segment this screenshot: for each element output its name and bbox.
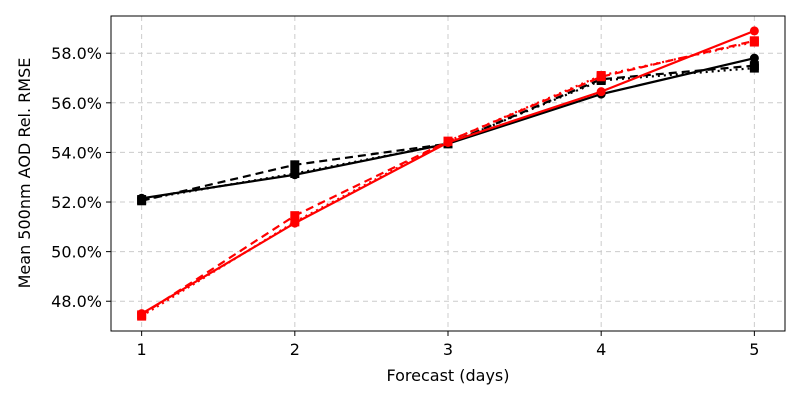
y-axis-label: Mean 500nm AOD Rel. RMSE [15,58,34,289]
series-line [141,64,755,202]
y-tick-label: 50.0% [51,243,102,262]
series-line [141,66,755,201]
grid-lines [111,16,785,331]
data-point [290,217,300,227]
x-tick-label: 1 [137,340,147,359]
y-tick-label: 48.0% [51,292,102,311]
data-point [596,87,606,97]
data-point [749,63,759,73]
data-point [749,26,759,36]
data-point [137,195,147,205]
x-axis-label: Forecast (days) [386,366,509,385]
x-tick-label: 2 [290,340,300,359]
y-tick-label: 54.0% [51,143,102,162]
data-point [290,160,300,170]
data-point [137,311,147,321]
series-layer [137,26,759,321]
y-axis: 48.0% 50.0% 52.0% 54.0% 56.0% 58.0% [51,44,111,311]
series-line [141,40,755,318]
y-tick-label: 52.0% [51,193,102,212]
data-point [596,71,606,81]
data-point [749,37,759,47]
data-point [290,169,300,178]
series-6 [137,37,759,321]
x-axis: 1 2 3 4 5 [137,331,759,359]
data-point [443,136,453,146]
x-tick-label: 3 [443,340,453,359]
data-point [749,53,759,63]
x-tick-label: 5 [749,340,759,359]
y-tick-label: 56.0% [51,94,102,113]
data-point [290,211,300,221]
x-tick-label: 4 [596,340,606,359]
y-tick-label: 58.0% [51,44,102,63]
